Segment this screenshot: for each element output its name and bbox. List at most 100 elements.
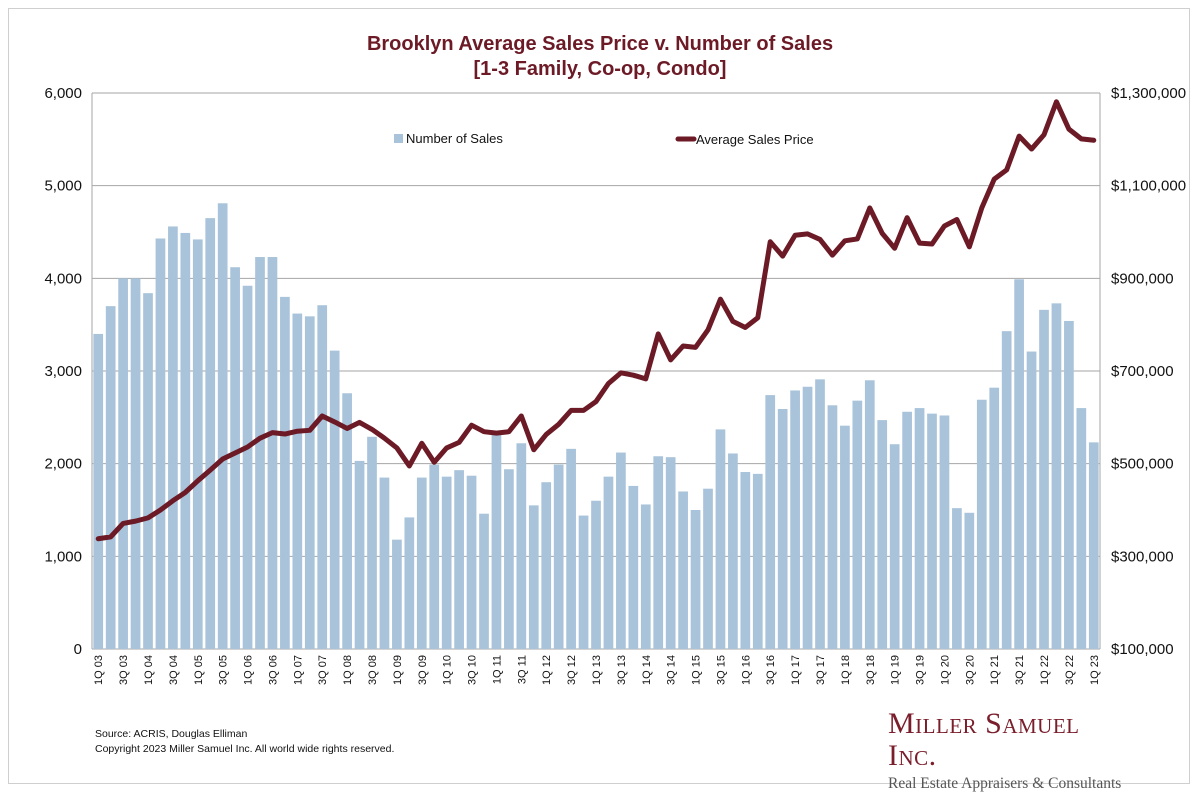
bar <box>105 306 116 649</box>
bar <box>914 408 925 649</box>
bar <box>242 285 253 649</box>
bar <box>192 239 203 649</box>
bar <box>690 510 701 649</box>
bar <box>1001 331 1012 649</box>
y-right-tick-label: $900,000 <box>1111 270 1174 287</box>
bar <box>217 203 228 649</box>
price-line <box>95 99 1097 542</box>
x-tick-label: 1Q 09 <box>392 655 404 685</box>
bar <box>367 436 377 649</box>
bar <box>902 411 912 649</box>
y-axis-right: $100,000 $300,000 $500,000 $700,000 $900,000… <box>1111 85 1186 658</box>
y-left-tick-label: 5,000 <box>44 178 82 195</box>
bar <box>1014 279 1024 649</box>
bar <box>1064 320 1074 649</box>
x-tick-label: 3Q 22 <box>1064 655 1076 685</box>
bar <box>665 457 676 649</box>
bar <box>255 257 265 649</box>
bar <box>864 380 875 649</box>
bar <box>205 218 216 649</box>
bar <box>441 476 452 649</box>
x-tick-label: 1Q 13 <box>591 655 603 685</box>
bar <box>491 432 502 649</box>
chart-title-line-1: Brooklyn Average Sales Price v. Number o… <box>366 33 834 55</box>
x-tick-label: 3Q 12 <box>566 655 578 685</box>
y-right-tick-label: $1,100,000 <box>1111 178 1186 195</box>
bar <box>640 504 651 649</box>
y-left-tick-label: 4,000 <box>44 270 82 287</box>
bar <box>976 399 987 649</box>
x-tick-label: 1Q 05 <box>193 655 205 685</box>
x-tick-label: 3Q 20 <box>964 655 976 685</box>
bar <box>653 456 664 649</box>
bar <box>1026 351 1037 649</box>
bar <box>752 473 763 649</box>
bar <box>715 429 726 649</box>
bar <box>392 539 402 649</box>
bar <box>93 333 104 649</box>
footer: Source: ACRIS, Douglas Elliman Copyright… <box>95 727 394 757</box>
x-axis: 1Q 03 3Q 03 1Q 04 3Q 04 1Q 05 3Q 05 1Q 06 3Q 06… <box>93 655 1101 685</box>
chart-title: Brooklyn Average Sales Price v. Number o… <box>0 32 1200 82</box>
bar <box>1039 309 1049 649</box>
y-left-tick-label: 1,000 <box>44 548 82 565</box>
x-tick-label: 3Q 08 <box>367 655 379 685</box>
bar <box>143 293 153 649</box>
x-tick-label: 1Q 16 <box>740 655 752 685</box>
x-tick-label: 1Q 19 <box>890 655 902 685</box>
bar <box>404 517 415 649</box>
y-left-tick-label: 3,000 <box>44 363 82 380</box>
bar <box>628 485 639 649</box>
x-tick-label: 1Q 18 <box>840 655 852 685</box>
x-tick-label: 1Q 12 <box>541 655 553 685</box>
bar <box>777 408 788 649</box>
bar <box>479 513 489 649</box>
x-tick-label: 1Q 11 <box>491 655 503 684</box>
bar <box>952 508 962 649</box>
bar <box>852 400 863 649</box>
bar <box>553 464 564 649</box>
x-tick-label: 1Q 17 <box>790 655 802 685</box>
bar <box>964 512 975 649</box>
bar <box>591 500 601 649</box>
x-tick-label: 3Q 09 <box>417 655 429 685</box>
bar <box>541 482 552 649</box>
bar <box>815 379 825 649</box>
y-right-tick-label: $500,000 <box>1111 456 1174 473</box>
x-tick-label: 3Q 06 <box>267 655 279 685</box>
copyright-note: Copyright 2023 Miller Samuel Inc. All wo… <box>95 743 395 755</box>
bar <box>155 238 166 650</box>
bar <box>740 472 751 649</box>
bar <box>840 425 850 649</box>
company-logo: Miller Samuel Inc. Real Estate Appraiser… <box>888 708 1128 793</box>
x-tick-label: 3Q 13 <box>616 655 628 685</box>
bar <box>230 267 240 649</box>
bar <box>939 415 950 649</box>
y-right-tick-label: $1,300,000 <box>1111 85 1186 102</box>
bar <box>329 350 340 649</box>
bar <box>118 278 128 649</box>
x-tick-label: 3Q 16 <box>765 655 777 685</box>
y-axis-left: 0 1,000 2,000 3,000 4,000 5,000 6,000 <box>44 85 82 658</box>
y-left-tick-label: 2,000 <box>44 456 82 473</box>
bar <box>1051 303 1062 649</box>
x-tick-label: 3Q 10 <box>467 655 479 685</box>
x-tick-label: 3Q 14 <box>666 655 678 685</box>
x-tick-label: 1Q 14 <box>641 655 653 685</box>
x-tick-label: 3Q 11 <box>516 655 528 684</box>
bar <box>354 460 365 649</box>
bar <box>466 475 477 649</box>
bar <box>877 420 888 649</box>
bar <box>168 226 178 649</box>
bar <box>454 470 464 649</box>
y-right-tick-label: $700,000 <box>1111 363 1174 380</box>
bar <box>728 453 738 649</box>
bar <box>416 477 427 649</box>
bar <box>280 296 290 649</box>
y-right-tick-label: $100,000 <box>1111 641 1174 658</box>
x-tick-label: 3Q 15 <box>715 655 727 685</box>
bar <box>889 444 900 649</box>
bar <box>989 387 1000 649</box>
bar <box>827 405 838 649</box>
